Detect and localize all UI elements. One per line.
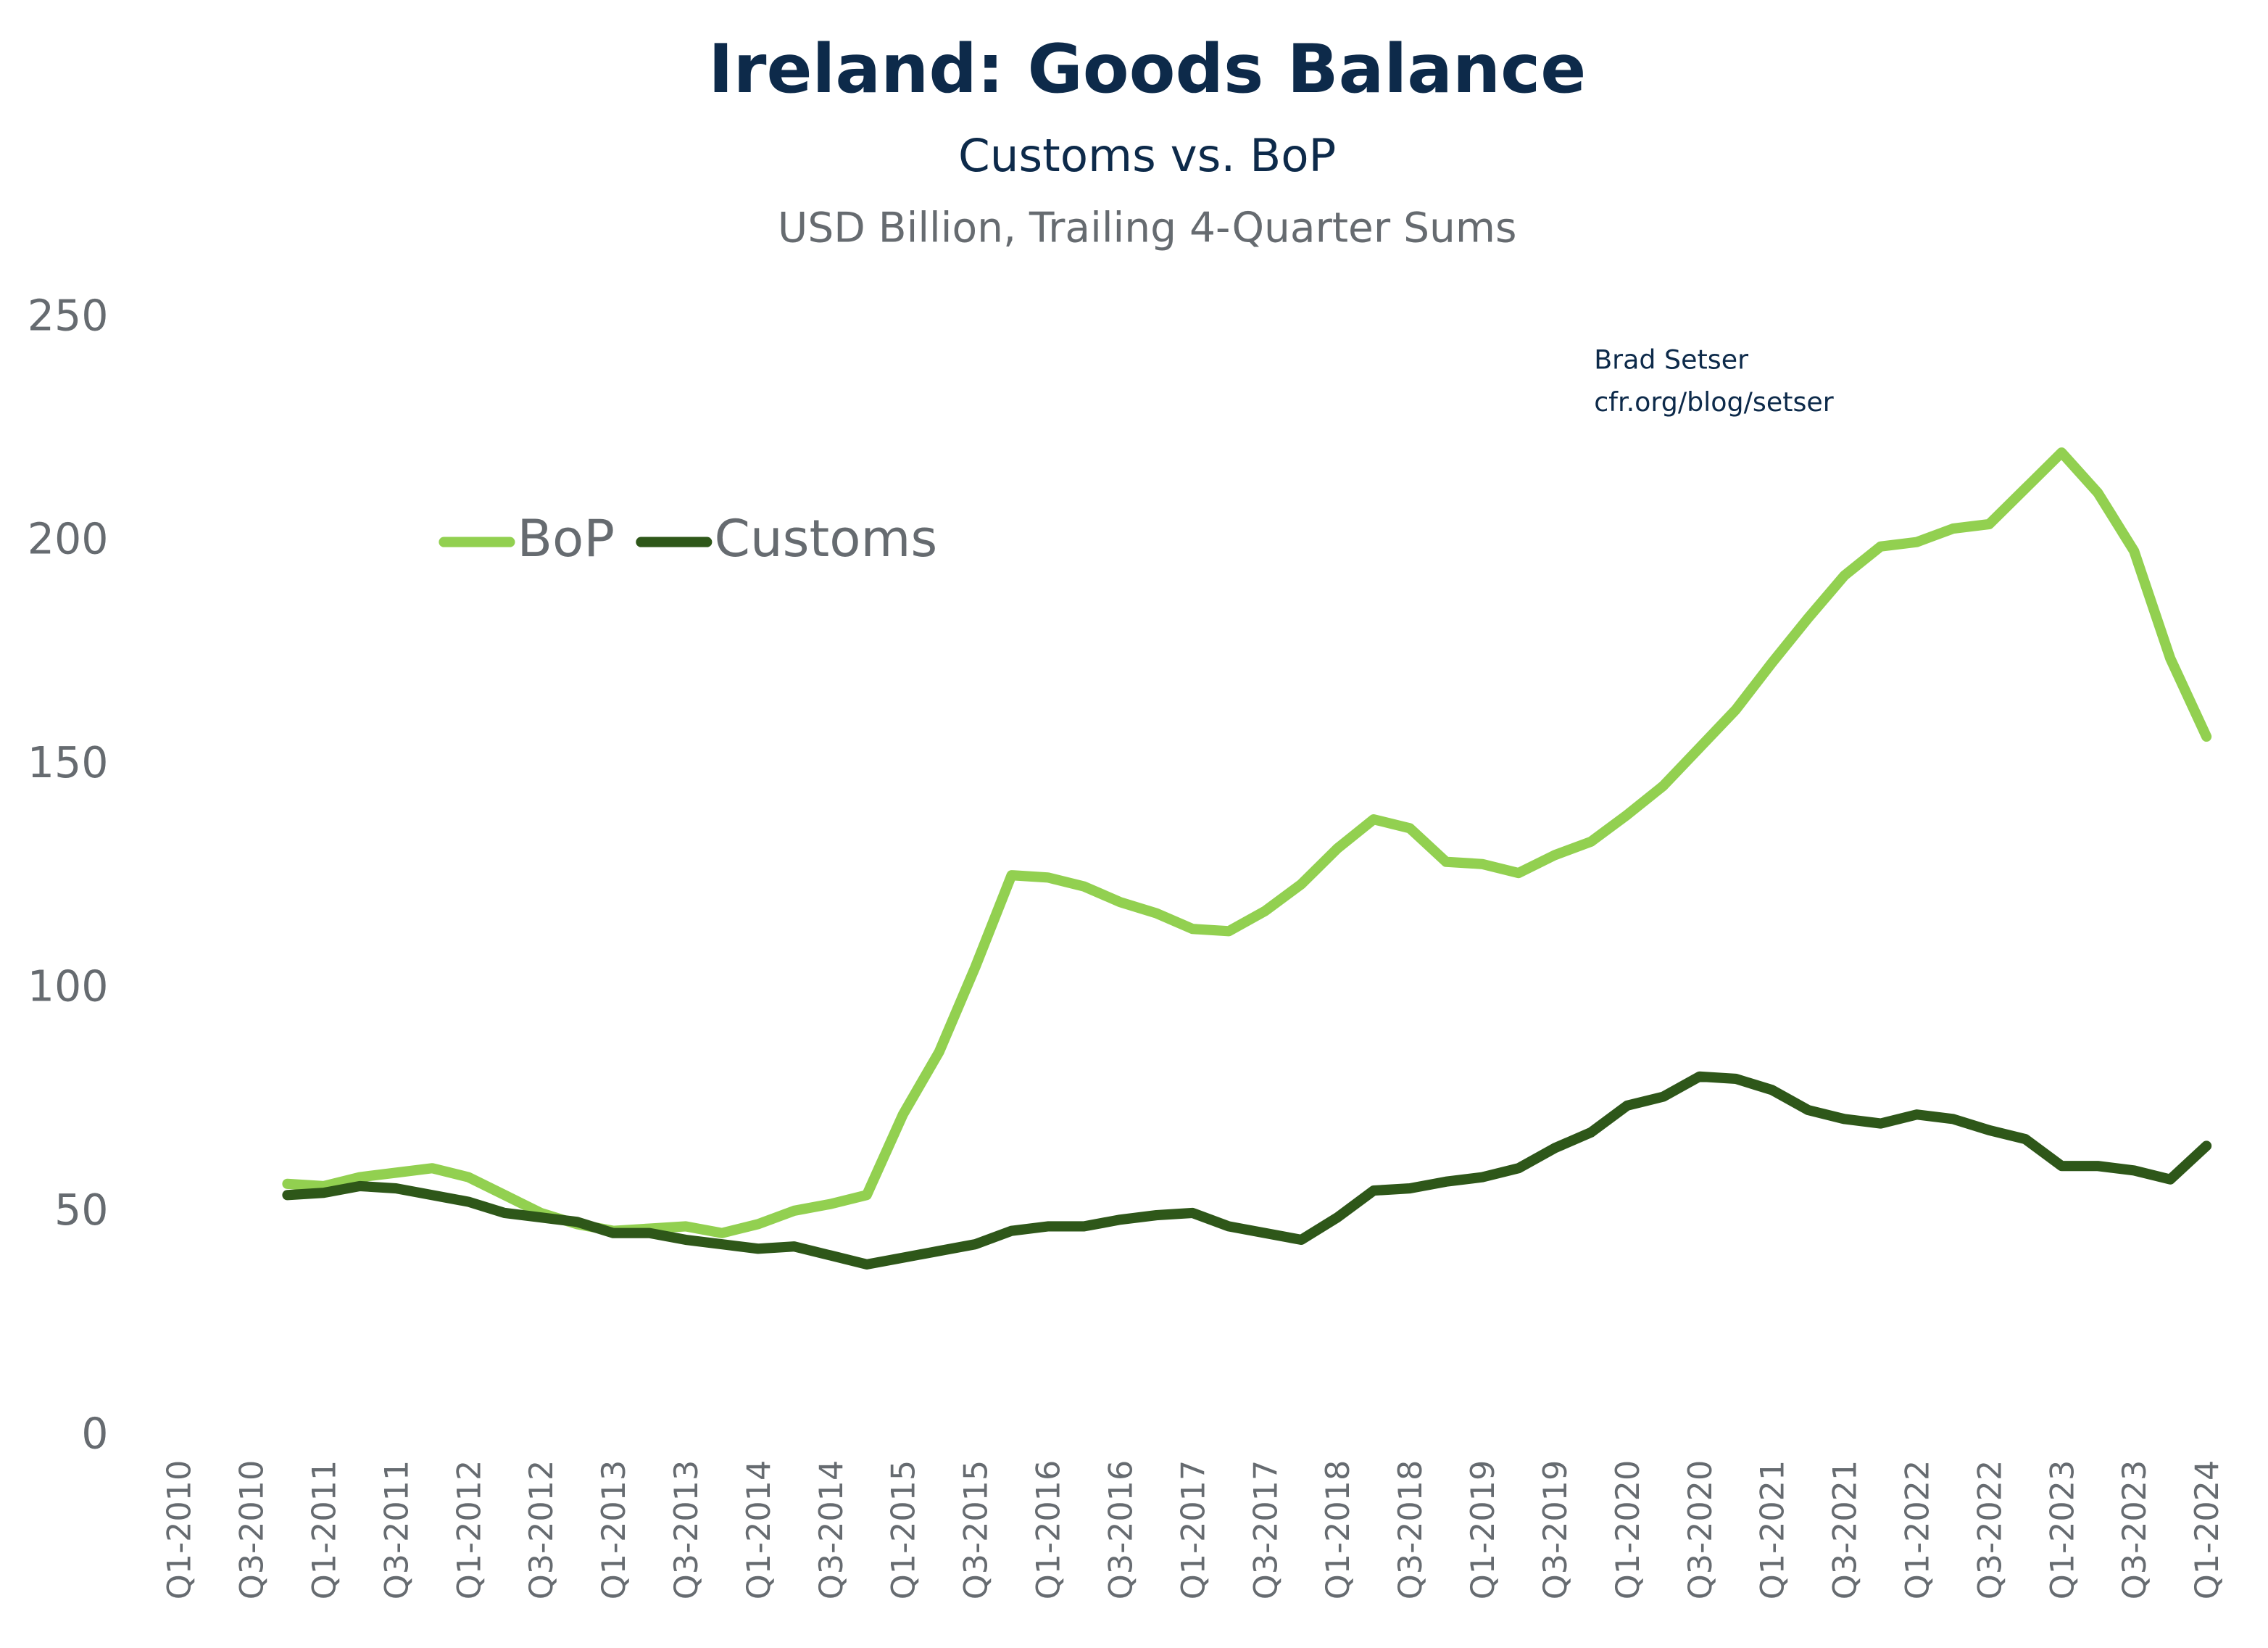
- x-tick-label: Q3-2010: [234, 1460, 271, 1599]
- x-tick-label: Q1-2024: [2189, 1460, 2226, 1599]
- x-tick-label: Q3-2014: [813, 1460, 850, 1599]
- x-tick-label: Q1-2011: [306, 1460, 343, 1599]
- x-tick-label: Q3-2011: [378, 1460, 415, 1599]
- x-tick-label: Q1-2015: [886, 1460, 923, 1599]
- y-tick-label: 100: [28, 962, 109, 1011]
- x-tick-label: Q1-2019: [1465, 1460, 1502, 1599]
- x-tick-label: Q3-2023: [2117, 1460, 2153, 1599]
- x-tick-label: Q1-2016: [1031, 1460, 1068, 1599]
- x-tick-label: Q1-2018: [1320, 1460, 1357, 1599]
- x-tick-label: Q1-2021: [1755, 1460, 1792, 1599]
- x-tick-label: Q3-2020: [1682, 1460, 1719, 1599]
- chart-subtitle: Customs vs. BoP: [958, 129, 1336, 182]
- x-tick-label: Q1-2023: [2044, 1460, 2081, 1599]
- x-tick-label: Q3-2015: [958, 1460, 995, 1599]
- x-tick-label: Q3-2012: [523, 1460, 560, 1599]
- x-tick-label: Q3-2022: [1972, 1460, 2009, 1599]
- x-tick-label: Q1-2022: [1900, 1460, 1937, 1599]
- units-label: USD Billion, Trailing 4-Quarter Sums: [778, 204, 1517, 252]
- x-tick-label: Q3-2017: [1247, 1460, 1284, 1599]
- x-tick-label: Q1-2017: [1175, 1460, 1212, 1599]
- chart-title: Ireland: Goods Balance: [708, 30, 1586, 108]
- x-tick-label: Q3-2019: [1537, 1460, 1574, 1599]
- x-tick-label: Q3-2013: [668, 1460, 705, 1599]
- x-tick-label: Q1-2012: [451, 1460, 488, 1599]
- x-tick-label: Q1-2010: [162, 1460, 199, 1599]
- y-tick-label: 200: [28, 515, 109, 564]
- annotation: cfr.org/blog/setser: [1594, 386, 1834, 418]
- y-tick-label: 50: [54, 1185, 109, 1235]
- x-tick-label: Q1-2020: [1610, 1460, 1647, 1599]
- x-tick-label: Q3-2021: [1827, 1460, 1864, 1599]
- y-tick-label: 150: [28, 738, 109, 787]
- x-tick-label: Q3-2018: [1392, 1460, 1429, 1599]
- annotation: Brad Setser: [1594, 344, 1748, 375]
- series-line: [282, 1071, 2212, 1270]
- x-tick-label: Q3-2016: [1102, 1460, 1139, 1599]
- y-tick-label: 0: [81, 1409, 108, 1459]
- legend-label: Customs: [714, 508, 937, 568]
- y-tick-label: 250: [28, 291, 109, 340]
- x-tick-label: Q1-2014: [741, 1460, 778, 1599]
- legend-label: BoP: [518, 508, 615, 568]
- x-tick-label: Q1-2013: [596, 1460, 633, 1599]
